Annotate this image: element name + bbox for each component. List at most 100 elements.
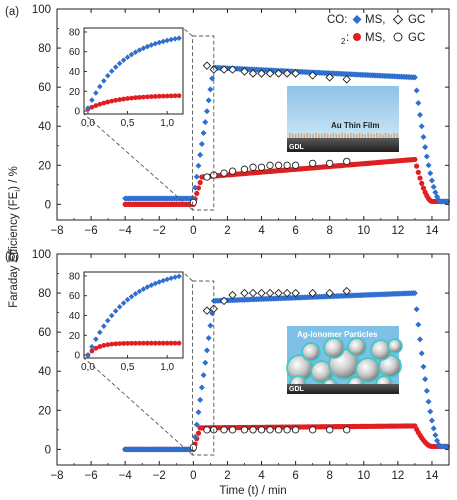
ms-h2-point — [414, 163, 420, 169]
inset-ms-h2-point — [133, 340, 138, 346]
gc-h2-point — [203, 173, 211, 181]
inset-ms-h2-point — [144, 94, 150, 100]
inset-ms-co-point — [172, 274, 178, 281]
gc-co-point — [219, 296, 229, 306]
x-axis-title: Time (t) / min — [219, 485, 286, 497]
legend: CO: MS, GC 2 : MS, GC — [327, 14, 425, 46]
inset-ms-co-point — [89, 97, 95, 103]
inset-ms-co-point — [140, 286, 147, 292]
au-film-grain — [335, 133, 337, 140]
au-film-grain — [300, 133, 303, 140]
gc-h2-point — [326, 426, 334, 434]
gc-h2-point — [274, 161, 283, 169]
ms-co-point — [423, 153, 430, 160]
panel-b-inset: 0,0 0,5 1,0 0 20 40 60 80 — [69, 271, 184, 373]
ms-co-point — [200, 372, 207, 379]
x-tick-label: 6 — [292, 225, 298, 237]
au-film-grain — [347, 134, 349, 140]
inset-ms-co-point — [85, 105, 91, 111]
inset-ms-h2-point — [152, 340, 158, 346]
ms-h2-point — [420, 185, 427, 191]
x-tick-label: 14 — [426, 470, 439, 482]
zoom-connector — [182, 27, 193, 37]
ms-co-point — [422, 144, 429, 151]
ms-co-point — [411, 290, 418, 297]
inset-ms-co-point — [156, 279, 163, 285]
au-thin-film-image: Au Thin Film GDL — [287, 86, 399, 152]
x-tick-label: −4 — [119, 225, 133, 237]
inset-ms-co-point — [140, 45, 147, 52]
inset-ms-h2-point — [113, 97, 119, 103]
ms-co-point — [432, 432, 439, 439]
legend-h2-ms-label: MS, — [365, 32, 385, 44]
inset-ms-h2-point — [101, 343, 107, 348]
inset-x-tick-label: 0,0 — [81, 118, 95, 129]
inset-ms-co-point — [144, 43, 151, 50]
au-film-grain — [294, 134, 297, 140]
ms-co-point — [415, 99, 422, 106]
au-film-grain — [326, 133, 329, 140]
gc-co-point — [282, 288, 292, 298]
ms-co-point — [195, 162, 202, 169]
inset-ms-co-point — [101, 323, 107, 329]
ms-co-point — [423, 387, 430, 394]
inset-ms-h2-point — [101, 100, 107, 106]
gc-h2-point — [274, 426, 283, 434]
au-film-grain — [291, 133, 294, 140]
ms-co-point — [422, 376, 429, 383]
inset-ms-co-point — [97, 329, 103, 336]
inset-ms-h2-point — [176, 340, 182, 346]
gc-co-point — [291, 288, 300, 298]
ms-co-point — [192, 433, 199, 440]
ag-particle — [357, 359, 379, 381]
inset-ms-co-point — [128, 293, 135, 300]
inset-ms-h2-point — [156, 340, 162, 346]
inset-ms-h2-point — [105, 342, 111, 348]
gc-co-point — [308, 71, 317, 80]
au-film-grain — [309, 133, 311, 140]
ms-co-point — [417, 111, 424, 118]
gc-co-point — [265, 69, 275, 78]
legend-h2-colon: : — [346, 32, 349, 44]
inset-ms-co-point — [132, 49, 139, 56]
au-thin-film-label: Au Thin Film — [331, 121, 379, 130]
gc-co-point — [308, 288, 317, 298]
x-tick-label: −6 — [85, 225, 98, 237]
zoom-connector — [182, 271, 193, 282]
inset-ms-co-point — [112, 308, 119, 314]
inset-ms-h2-point — [172, 340, 178, 346]
au-film-grain — [332, 133, 335, 139]
inset-ms-h2-point — [152, 94, 158, 99]
ms-co-point — [197, 396, 204, 403]
ms-co-point — [202, 119, 209, 126]
ms-h2-point — [412, 156, 418, 163]
inset-ms-h2-point — [144, 340, 150, 346]
gc-h2-point — [326, 159, 334, 167]
inset-ms-h2-point — [164, 340, 170, 346]
inset-y-tick-label: 40 — [69, 67, 81, 78]
inset-ms-h2-point — [141, 340, 146, 346]
ms-co-point — [415, 321, 422, 328]
gc-h2-point — [266, 426, 274, 434]
au-film-grain — [390, 134, 393, 140]
inset-ms-h2-point — [137, 94, 142, 100]
ms-co-point — [207, 322, 214, 329]
ms-co-point — [432, 189, 439, 196]
au-film-grain — [315, 133, 317, 139]
gc-h2-point — [228, 426, 237, 434]
au-film-grain — [349, 133, 352, 139]
ms-h2-point — [417, 175, 423, 181]
au-film-grain — [387, 133, 390, 140]
inset-ms-co-point — [116, 60, 123, 67]
y-tick-label: 0 — [45, 199, 51, 211]
inset-ms-co-point — [124, 54, 131, 61]
gc-h2-point — [189, 443, 197, 452]
x-tick-label: 10 — [357, 470, 370, 482]
inset-ms-co-point — [176, 273, 182, 280]
inset-ms-co-point — [124, 296, 131, 303]
au-film-grain — [344, 133, 346, 140]
ms-co-point — [200, 130, 207, 137]
ms-co-point — [420, 134, 427, 141]
